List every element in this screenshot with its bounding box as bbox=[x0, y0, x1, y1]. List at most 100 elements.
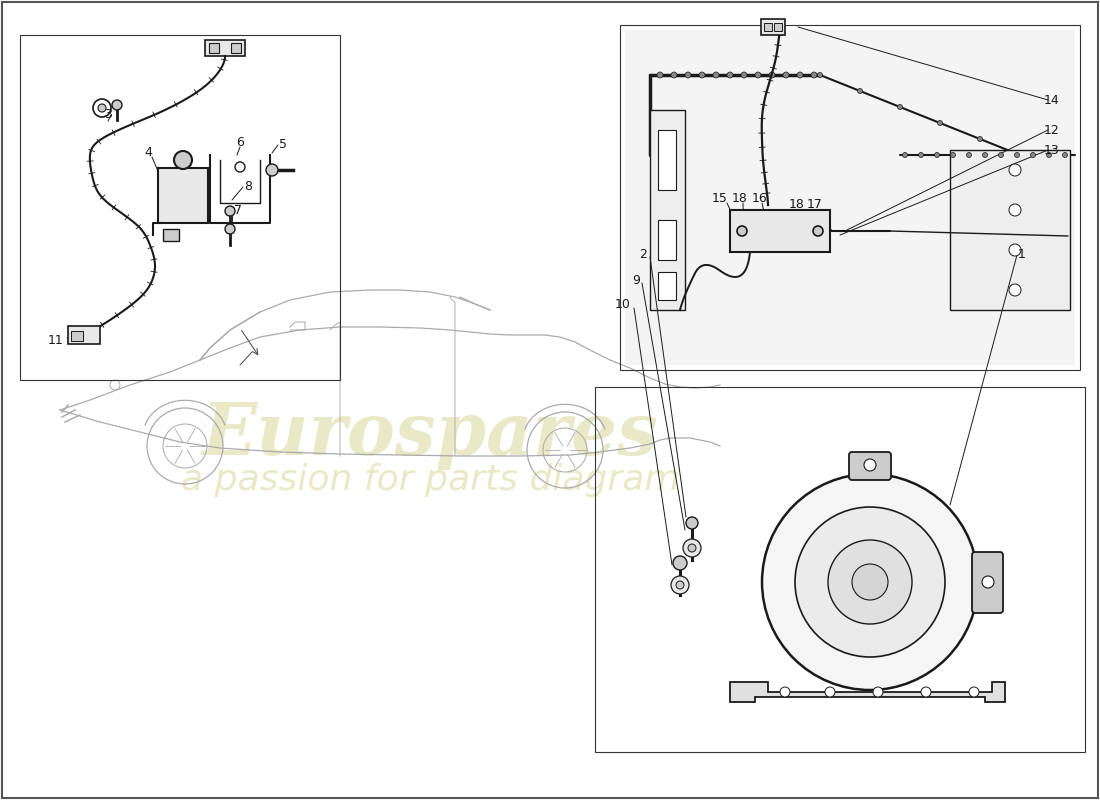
Circle shape bbox=[226, 206, 235, 216]
Circle shape bbox=[798, 72, 803, 78]
Circle shape bbox=[813, 226, 823, 236]
Text: 11: 11 bbox=[48, 334, 64, 346]
Text: 8: 8 bbox=[244, 181, 252, 194]
Circle shape bbox=[969, 687, 979, 697]
Circle shape bbox=[873, 687, 883, 697]
Bar bbox=[761, 19, 785, 35]
Polygon shape bbox=[730, 682, 1005, 702]
Circle shape bbox=[825, 687, 835, 697]
Bar bbox=[595, 387, 1085, 752]
Circle shape bbox=[902, 153, 908, 158]
Circle shape bbox=[921, 687, 931, 697]
Circle shape bbox=[982, 576, 994, 588]
FancyBboxPatch shape bbox=[849, 452, 891, 480]
Circle shape bbox=[174, 151, 192, 169]
Circle shape bbox=[769, 72, 776, 78]
Circle shape bbox=[828, 540, 912, 624]
Circle shape bbox=[780, 687, 790, 697]
FancyBboxPatch shape bbox=[972, 552, 1003, 613]
Text: 9: 9 bbox=[632, 274, 640, 286]
Circle shape bbox=[858, 89, 862, 94]
Bar bbox=[68, 326, 100, 344]
Text: 14: 14 bbox=[1044, 94, 1060, 106]
Circle shape bbox=[999, 153, 1003, 158]
Text: 15: 15 bbox=[712, 191, 728, 205]
Circle shape bbox=[1031, 153, 1035, 158]
Circle shape bbox=[1046, 153, 1052, 158]
Text: a passion for parts diagram: a passion for parts diagram bbox=[180, 463, 680, 497]
Bar bbox=[620, 25, 1080, 370]
Circle shape bbox=[266, 164, 278, 176]
Bar bbox=[163, 229, 179, 241]
Text: 1: 1 bbox=[1019, 249, 1026, 262]
Bar bbox=[231, 43, 241, 53]
Circle shape bbox=[783, 72, 789, 78]
Circle shape bbox=[1063, 153, 1067, 158]
Circle shape bbox=[713, 72, 719, 78]
Bar bbox=[658, 272, 676, 300]
Circle shape bbox=[982, 153, 988, 158]
Circle shape bbox=[1009, 244, 1021, 256]
Circle shape bbox=[937, 121, 943, 126]
Circle shape bbox=[737, 226, 747, 236]
Circle shape bbox=[762, 474, 978, 690]
Circle shape bbox=[795, 507, 945, 657]
Circle shape bbox=[755, 72, 761, 78]
Text: 5: 5 bbox=[279, 138, 287, 151]
Text: 12: 12 bbox=[1044, 123, 1060, 137]
Circle shape bbox=[898, 105, 902, 110]
Circle shape bbox=[741, 72, 747, 78]
Circle shape bbox=[671, 72, 676, 78]
Bar bbox=[730, 210, 830, 252]
Text: 18: 18 bbox=[789, 198, 805, 211]
Circle shape bbox=[1009, 204, 1021, 216]
Bar bbox=[658, 220, 676, 260]
Circle shape bbox=[852, 564, 888, 600]
Bar bbox=[774, 23, 782, 31]
Bar bbox=[764, 23, 772, 31]
Circle shape bbox=[978, 137, 982, 142]
Circle shape bbox=[1014, 153, 1020, 158]
Bar bbox=[625, 30, 1075, 365]
Circle shape bbox=[811, 72, 817, 78]
Text: 17: 17 bbox=[807, 198, 823, 211]
Circle shape bbox=[967, 153, 971, 158]
Bar bbox=[658, 130, 676, 190]
Circle shape bbox=[950, 153, 956, 158]
Bar bbox=[20, 35, 340, 380]
Circle shape bbox=[94, 99, 111, 117]
Text: 7: 7 bbox=[234, 203, 242, 217]
Circle shape bbox=[657, 72, 663, 78]
Bar bbox=[650, 110, 685, 310]
Text: 16: 16 bbox=[752, 191, 768, 205]
Circle shape bbox=[817, 73, 823, 78]
Bar bbox=[72, 331, 82, 341]
Circle shape bbox=[918, 153, 924, 158]
Circle shape bbox=[226, 224, 235, 234]
Circle shape bbox=[685, 72, 691, 78]
Bar bbox=[205, 40, 245, 56]
Circle shape bbox=[235, 162, 245, 172]
Circle shape bbox=[727, 72, 733, 78]
Circle shape bbox=[1009, 164, 1021, 176]
Bar bbox=[158, 168, 208, 223]
Circle shape bbox=[673, 556, 688, 570]
Circle shape bbox=[935, 153, 939, 158]
Circle shape bbox=[688, 544, 696, 552]
Bar bbox=[209, 43, 219, 53]
Text: 18: 18 bbox=[733, 191, 748, 205]
Circle shape bbox=[683, 539, 701, 557]
Circle shape bbox=[671, 576, 689, 594]
Circle shape bbox=[686, 517, 698, 529]
Text: 10: 10 bbox=[615, 298, 631, 311]
Circle shape bbox=[676, 581, 684, 589]
Bar bbox=[950, 150, 1070, 310]
Text: 3: 3 bbox=[104, 109, 112, 122]
Circle shape bbox=[864, 459, 876, 471]
Text: 4: 4 bbox=[144, 146, 152, 158]
Text: Eurospares: Eurospares bbox=[201, 399, 659, 470]
Circle shape bbox=[698, 72, 705, 78]
Circle shape bbox=[112, 100, 122, 110]
Text: 2: 2 bbox=[639, 249, 647, 262]
Text: 6: 6 bbox=[236, 135, 244, 149]
